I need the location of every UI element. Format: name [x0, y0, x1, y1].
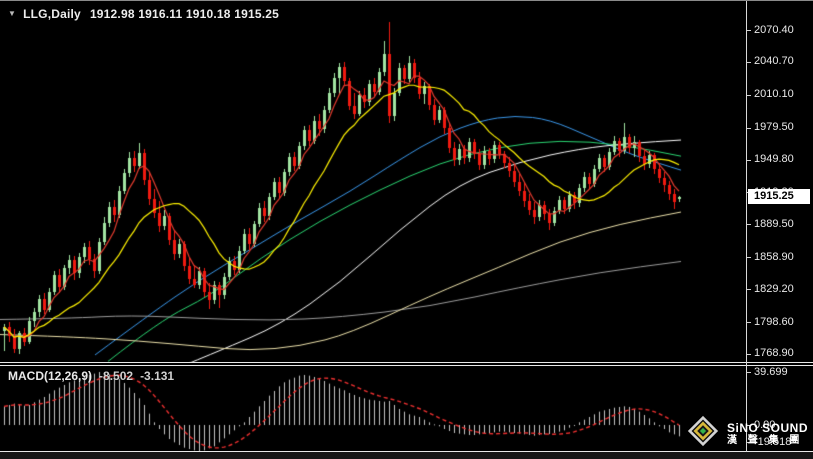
window-bottom-edge: [0, 452, 813, 459]
axis-tick-mark: [747, 160, 751, 161]
axis-tick-mark: [747, 372, 751, 373]
macd-chart-canvas[interactable]: [0, 366, 746, 451]
symbol-timeframe-label: LLG,Daily: [23, 7, 81, 21]
logo-text-en: SiNO SOUND: [726, 420, 808, 435]
axis-tick-mark: [747, 354, 751, 355]
panel-divider-line[interactable]: [0, 362, 813, 363]
price-tick-label: 1858.90: [754, 251, 794, 263]
price-tick-label: 2040.70: [754, 55, 794, 67]
price-axis[interactable]: 1915.25 2070.40 2040.70 2010.10 1979.50 1949…: [747, 1, 813, 452]
axis-tick-mark: [747, 95, 751, 96]
axis-tick-mark: [747, 62, 751, 63]
diamond-logo-icon: [686, 414, 720, 453]
axis-tick-mark: [747, 224, 751, 225]
price-tick-label: 1949.80: [754, 153, 794, 165]
price-tick-label: 1979.50: [754, 121, 794, 133]
macd-signal-value: -3.131: [140, 369, 175, 383]
macd-name-label: MACD(12,26,9): [8, 369, 93, 383]
chart-title: ▼ LLG,Daily 1912.98 1916.11 1910.18 1915.2…: [8, 7, 279, 21]
axis-tick-mark: [747, 128, 751, 129]
axis-tick-mark: [747, 442, 751, 443]
price-tick-label: 1768.90: [754, 347, 794, 359]
macd-indicator-label: MACD(12,26,9) -8.502 -3.131: [8, 369, 174, 383]
axis-tick-mark: [747, 322, 751, 323]
price-tick-label: 2010.10: [754, 88, 794, 100]
ohlc-values: 1912.98 1916.11 1910.18 1915.25: [89, 7, 279, 21]
collapse-triangle-icon[interactable]: ▼: [8, 9, 17, 18]
price-chart-canvas[interactable]: [0, 1, 746, 363]
current-price-badge: 1915.25: [748, 189, 810, 204]
axis-tick-mark: [747, 425, 751, 426]
axis-tick-mark: [747, 30, 751, 31]
price-tick-label: 2070.40: [754, 24, 794, 36]
panel-divider-line[interactable]: [0, 365, 813, 366]
axis-tick-mark: [747, 289, 751, 290]
price-tick-label: 1798.60: [754, 316, 794, 328]
panel-bottom-border: [0, 451, 813, 452]
macd-tick-label: -19.518: [754, 436, 792, 448]
logo-text-cn: 漢 聲 集 團: [726, 434, 804, 446]
macd-tick-label: 39.699: [754, 366, 788, 378]
price-tick-label: 1889.50: [754, 218, 794, 230]
macd-main-value: -8.502: [99, 369, 134, 383]
axis-tick-mark: [747, 257, 751, 258]
macd-tick-label: 0.00: [754, 419, 776, 431]
price-tick-label: 1829.20: [754, 283, 794, 295]
price-axis-border: [746, 1, 747, 452]
sino-sound-logo: SiNO SOUND 漢 聲 集 團: [686, 414, 808, 453]
